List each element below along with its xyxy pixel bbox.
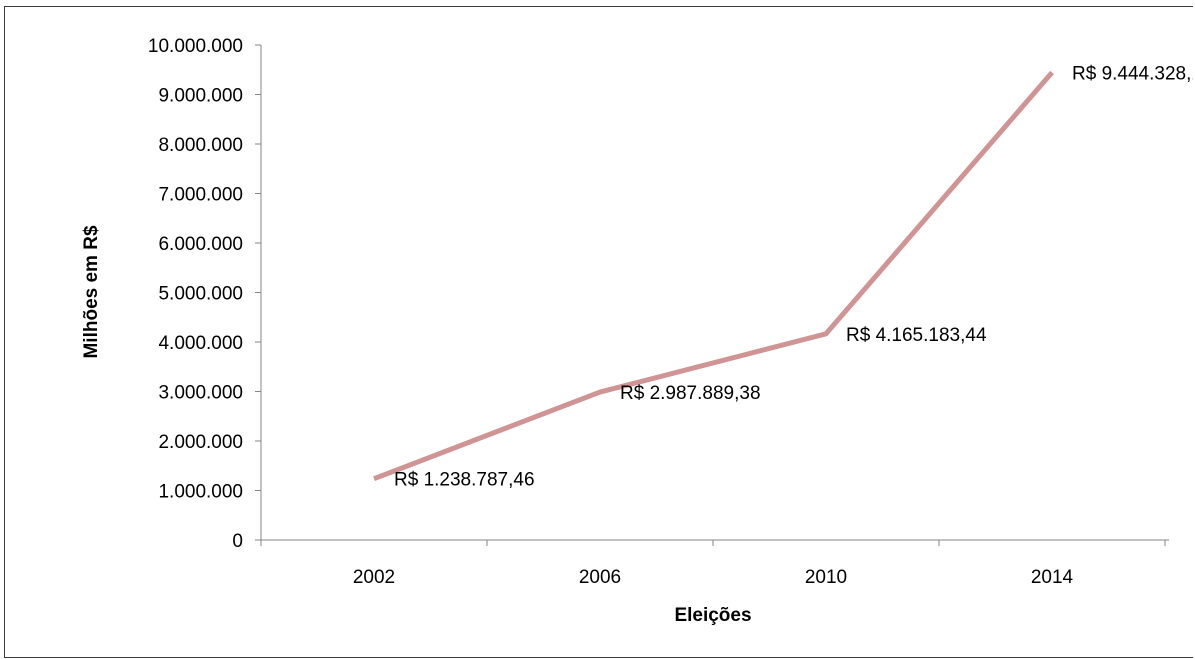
y-tick-label: 6.000.000 [158,234,243,255]
x-tick-label: 2014 [1031,567,1074,588]
line-chart: 0 1.000.000 2.000.000 3.000.000 4.000.000 5.0… [81,36,1193,626]
y-tick-label: 7.000.000 [158,185,243,206]
y-tick-label: 9.000.000 [158,86,243,107]
series-line [373,70,1054,482]
x-tick-label: 2002 [353,567,395,588]
y-tick-label: 1.000.000 [158,482,243,503]
y-axis-title: Milhões em R$ [81,225,102,358]
x-tick-label: 2010 [805,567,847,588]
data-labels: R$ 1.238.787,46 R$ 2.987.889,38 R$ 4.165.1… [394,64,1193,491]
y-tick-label: 5.000.000 [158,284,243,305]
chart-frame: 0 1.000.000 2.000.000 3.000.000 4.000.000 5.0… [4,6,1193,658]
y-axis: 0 1.000.000 2.000.000 3.000.000 4.000.000 5.0… [148,36,262,552]
data-label: R$ 4.165.183,44 [846,325,987,346]
data-label: R$ 1.238.787,46 [394,470,535,491]
y-tick-label: 3.000.000 [158,383,243,404]
series-group [373,70,1054,482]
y-tick-label: 10.000.000 [148,36,243,57]
x-tick-label: 2006 [579,567,621,588]
y-tick-label: 8.000.000 [158,135,243,156]
y-tick-label: 4.000.000 [158,333,243,354]
x-axis-title: Eleições [674,605,751,626]
data-label: R$ 9.444.328,12 [1072,64,1193,85]
x-axis: 2002 2006 2010 2014 [260,539,1169,588]
y-tick-label: 0 [232,531,243,552]
data-label: R$ 2.987.889,38 [620,383,761,404]
y-tick-label: 2.000.000 [158,432,243,453]
